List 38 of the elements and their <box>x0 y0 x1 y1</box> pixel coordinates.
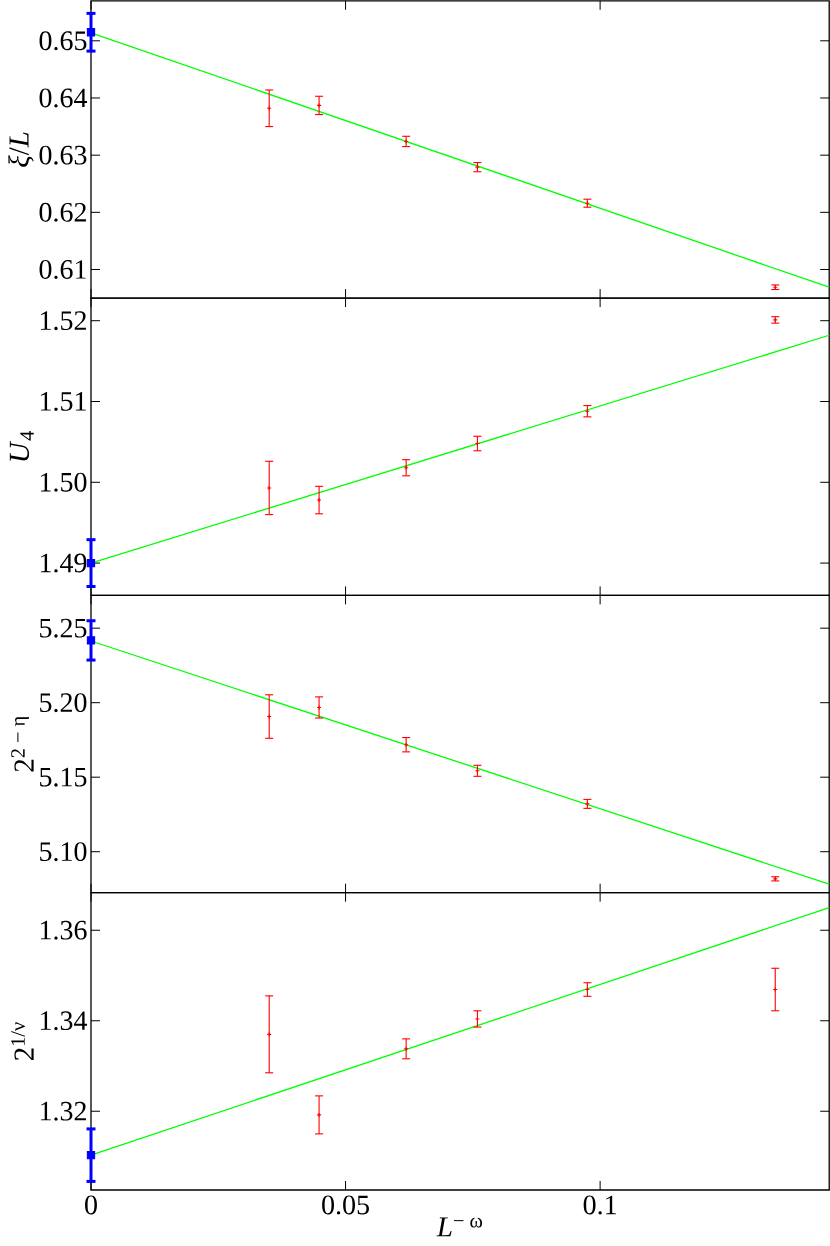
point <box>86 28 96 37</box>
y-axis-title: 2$^{2 − η}$ <box>11 716 34 772</box>
y-tick-label: 0.64 <box>39 88 88 108</box>
y-tick-label: 5.10 <box>40 842 87 862</box>
y-axis-title: ξ/L <box>8 132 34 167</box>
y-tick-label: 1.49 <box>40 553 87 573</box>
x-tick-label: 0.05 <box>322 1195 369 1215</box>
y-tick-label: 5.25 <box>40 618 87 638</box>
y-tick-label: 0.63 <box>39 145 87 165</box>
y-tick-label: 5.15 <box>40 767 87 787</box>
point <box>316 497 322 503</box>
y-axis-title: U$_{4}$ <box>9 430 34 461</box>
point <box>403 1046 409 1052</box>
y-tick-label: 1.36 <box>40 920 87 940</box>
y-axis-title: 2$^{1/ν}$ <box>11 1022 34 1061</box>
point <box>316 102 322 108</box>
y-tick-label: 1.34 <box>40 1011 88 1031</box>
x-tick-label: 0.1 <box>583 1195 616 1215</box>
point <box>86 636 96 645</box>
y-tick-label: 0.65 <box>39 31 87 51</box>
y-tick-label: 0.61 <box>39 259 86 279</box>
y-tick-label: 1.51 <box>40 392 86 411</box>
point <box>403 465 409 471</box>
point <box>403 138 409 144</box>
y-tick-label: 1.32 <box>40 1101 86 1121</box>
point <box>86 558 96 568</box>
x-axis-title: L$^{− ω}$ <box>436 1217 483 1237</box>
y-tick-label: 5.20 <box>40 693 87 713</box>
point <box>403 742 409 748</box>
point <box>316 1112 322 1118</box>
point <box>316 704 322 711</box>
y-tick-label: 1.52 <box>40 311 86 331</box>
y-tick-label: 0.62 <box>39 202 86 222</box>
y-tick-label: 1.50 <box>40 472 87 492</box>
point <box>86 1151 96 1160</box>
point <box>474 1016 480 1022</box>
x-tick-label: 0 <box>85 1195 97 1215</box>
point <box>266 485 272 491</box>
